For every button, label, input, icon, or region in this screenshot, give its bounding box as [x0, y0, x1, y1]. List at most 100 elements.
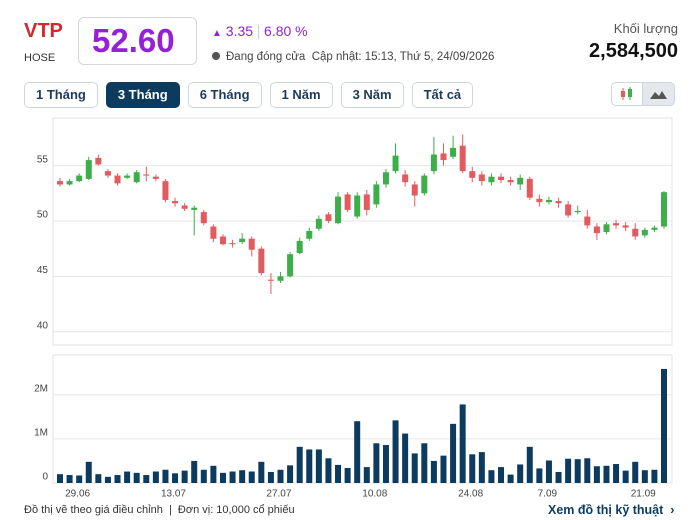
candle-body — [661, 192, 667, 227]
candle-body — [574, 211, 581, 213]
volume-bar — [219, 472, 226, 483]
candle-body — [287, 254, 294, 277]
candle-body — [95, 157, 102, 165]
volume-bar — [315, 449, 322, 483]
volume-bar — [162, 469, 169, 483]
candle-body — [219, 236, 226, 245]
candle-body — [354, 195, 361, 217]
updated: Cập nhật: 15:13, Thứ 5, 24/09/2026 — [311, 51, 495, 63]
volume-bar — [584, 458, 591, 483]
volume-bar — [392, 420, 399, 483]
link-text[interactable]: Xem đồ thị kỹ thuật — [548, 503, 664, 517]
candle-toggle[interactable] — [611, 82, 643, 106]
volume-bar — [411, 453, 418, 483]
y-tick-label: 45 — [37, 265, 49, 276]
candle-body — [421, 175, 428, 194]
y-tick-label: 55 — [37, 154, 49, 165]
volume-bar — [488, 470, 495, 483]
volume-bar — [622, 470, 629, 483]
volume-bar — [335, 464, 342, 483]
volume-bar — [267, 471, 274, 483]
candle-body — [545, 199, 552, 203]
candle-body — [258, 248, 265, 274]
range-button[interactable]: 3 Năm — [340, 82, 404, 108]
candle-body — [555, 201, 562, 204]
candle-body — [344, 194, 351, 210]
volume-bar — [354, 421, 361, 483]
candle-body — [325, 214, 332, 221]
candle-body — [162, 181, 169, 200]
candle-body — [315, 218, 322, 229]
candle-body — [66, 181, 73, 185]
x-tick-label: 27.07 — [266, 489, 291, 500]
candle-body — [335, 196, 342, 224]
x-tick-label: 13.07 — [161, 489, 186, 500]
candle-body — [536, 198, 543, 203]
candle-body — [584, 216, 591, 226]
x-tick-label: 7.09 — [538, 489, 558, 500]
candle-body — [440, 153, 447, 161]
candle-body — [507, 180, 514, 183]
volume-bar — [478, 452, 485, 483]
volume-bar — [258, 461, 265, 483]
ticker: VTP — [24, 20, 63, 42]
status: Đang đóng cửa Cập nhật: 15:13, Thứ 5, 24… — [212, 51, 494, 63]
chart-type-toggle — [611, 82, 675, 106]
change-value: 3.35 — [225, 23, 254, 39]
change: ▲ 3.35 6.80 % — [212, 23, 308, 40]
volume-label: Khối lượng — [613, 21, 678, 36]
candle-body — [526, 178, 533, 198]
candle-body — [565, 204, 572, 216]
volume-bar — [124, 471, 131, 483]
candle-body — [277, 276, 284, 281]
unit: Đơn vị: 10,000 cổ phiếu — [177, 504, 295, 516]
candle-body — [632, 228, 639, 237]
volume-bar — [469, 454, 476, 483]
plot-frame — [52, 117, 673, 346]
candle-body — [622, 225, 629, 228]
volume-bar — [402, 433, 409, 483]
range-button[interactable]: Tất cả — [411, 82, 474, 108]
candle-body — [104, 171, 111, 176]
volume: 2,584,500 — [589, 40, 678, 62]
candle-body — [114, 175, 121, 184]
x-tick-label: 24.08 — [458, 489, 483, 500]
range-button[interactable]: 3 Tháng — [105, 82, 180, 108]
x-tick-label: 10.08 — [362, 489, 387, 500]
volume-bar — [555, 471, 562, 483]
candle-body — [267, 279, 274, 281]
area-toggle[interactable] — [643, 82, 675, 106]
candle-body — [124, 175, 131, 178]
tech-chart-link[interactable]: Xem đồ thị kỹ thuật › — [548, 503, 675, 517]
range-button[interactable]: 1 Năm — [269, 82, 333, 108]
candle-body — [459, 145, 466, 172]
volume-bar — [450, 423, 457, 483]
volume-bar — [382, 445, 389, 483]
range-button[interactable]: 6 Tháng — [187, 82, 262, 108]
candle-body — [200, 212, 207, 224]
candle-body — [172, 201, 179, 204]
candle-body — [191, 207, 198, 210]
candle-body — [239, 238, 246, 243]
volume-bar — [545, 460, 552, 483]
volume-bar — [536, 468, 543, 483]
volume-bar — [210, 465, 217, 483]
y-tick-label: 0 — [42, 472, 48, 483]
area-icon — [650, 91, 667, 99]
volume-bar — [296, 446, 303, 483]
candle-body — [450, 147, 457, 157]
x-tick-label: 21.09 — [631, 489, 656, 500]
volume-bar — [325, 458, 332, 483]
candle-body — [143, 174, 150, 176]
volume-bar — [593, 466, 600, 483]
volume-bar — [641, 470, 648, 483]
volume-bar — [363, 467, 370, 483]
status-text: Đang đóng cửa — [226, 51, 306, 63]
candle-body — [229, 243, 236, 245]
volume-bar — [565, 458, 572, 483]
volume-bar — [200, 469, 207, 483]
range-button[interactable]: 1 Tháng — [24, 82, 98, 108]
candle-body — [363, 194, 370, 210]
